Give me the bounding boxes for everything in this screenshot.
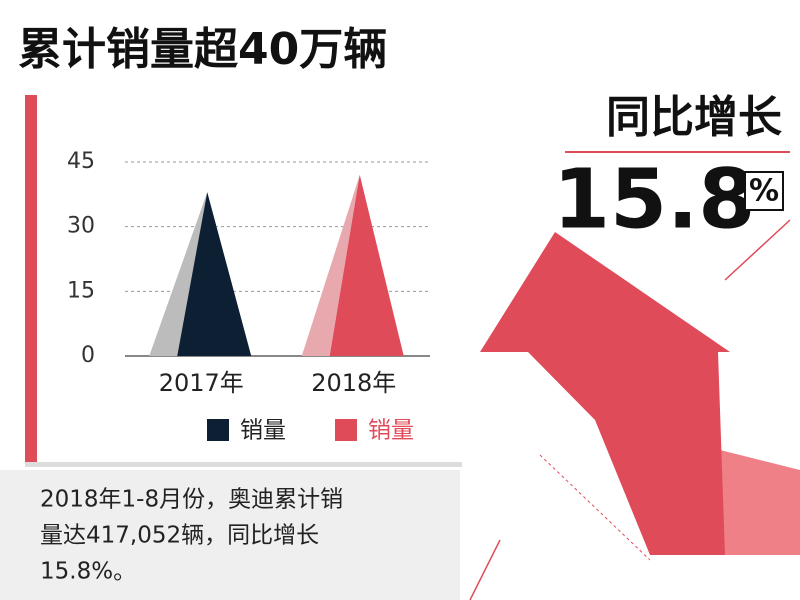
legend-label: 销量 [368,418,414,444]
chart-card [25,95,462,467]
y-tick-label: 45 [67,149,95,174]
deco-line [724,219,791,281]
bar-shade [301,174,360,356]
y-tick-label: 0 [81,343,95,368]
legend-swatch [335,419,357,441]
y-tick-label: 30 [67,214,95,239]
title: 累计销量超40万辆 [18,24,387,75]
description: 量达417,052辆，同比增长 [40,523,319,549]
bar-shade [149,192,208,356]
deco-line [539,454,651,561]
deco-line [469,539,501,600]
unit-box [744,171,784,211]
legend-swatch [207,419,229,441]
description: 2018年1-8月份，奥迪累计销 [40,487,343,513]
x-tick-label: 2018年 [311,369,396,397]
bar [329,174,404,356]
description: 15.8%。 [40,559,136,585]
legend-label: 销量 [240,418,286,444]
headline: 同比增长 [606,92,782,143]
x-tick-label: 2017年 [159,369,244,397]
growth-unit: % [749,174,779,209]
arrow [480,232,730,555]
bar [177,192,252,356]
y-tick-label: 15 [67,278,95,303]
card-shadow [25,462,462,467]
card-edge [25,95,37,467]
growth: 15.8 [553,152,755,247]
text-panel [0,470,460,600]
